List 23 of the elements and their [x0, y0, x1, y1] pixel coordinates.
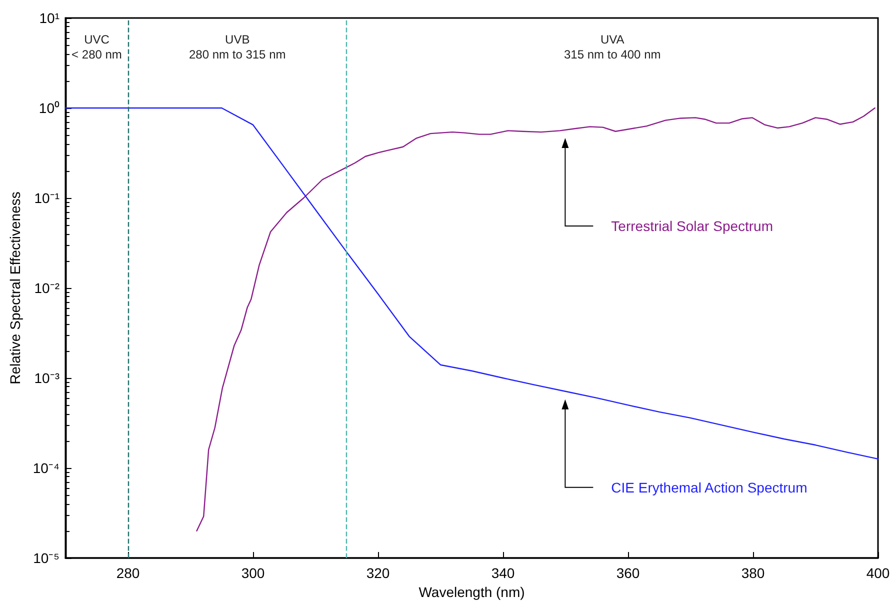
text: CIE Erythemal Action Spectrum [611, 479, 808, 496]
x-tick-label: 360 [616, 565, 640, 581]
x-tick-label: 340 [491, 565, 515, 581]
annotation: UVB 280 nm to 315 nm [189, 32, 286, 62]
y-tick-label: 10¹ [39, 10, 60, 26]
y-tick-label: 10⁻⁵ [33, 550, 60, 566]
y-tick-label: 10⁻³ [34, 370, 60, 386]
y-tick-label: 10⁻¹ [34, 190, 60, 206]
y-tick-label: 10⁻⁴ [32, 460, 60, 476]
y-tick-label: 10⁰ [38, 100, 60, 116]
x-tick-label: 400 [866, 565, 890, 581]
y-tick-label: 10⁻² [34, 280, 60, 296]
line-series [196, 107, 876, 532]
line-series [64, 107, 879, 460]
x-tick-label: 380 [741, 565, 765, 581]
y-axis-title: Relative Spectral Effectiveness [7, 192, 23, 384]
x-tick-label: 300 [241, 565, 265, 581]
annotation: UVC < 280 nm [72, 32, 122, 62]
annotation: UVA 315 nm to 400 nm [564, 32, 661, 62]
x-axis-title: Wavelength (nm) [418, 584, 525, 600]
x-tick-label: 280 [116, 565, 140, 581]
text: Terrestrial Solar Spectrum [611, 218, 774, 234]
x-tick-label: 320 [366, 565, 390, 581]
